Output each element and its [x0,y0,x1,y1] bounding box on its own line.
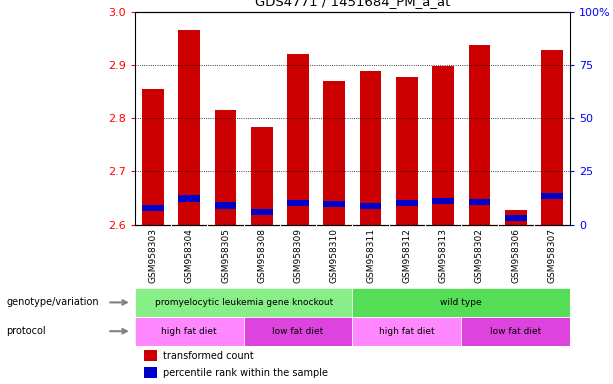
Bar [142,89,164,225]
Text: GSM958312: GSM958312 [402,228,411,283]
Text: GDS4771 / 1451684_PM_a_at: GDS4771 / 1451684_PM_a_at [255,0,450,8]
Bar [324,81,345,225]
Bar [352,288,570,317]
Text: GSM958308: GSM958308 [257,228,266,283]
Bar [251,209,273,215]
Text: GSM958307: GSM958307 [547,228,557,283]
Bar [468,199,490,205]
Bar [143,350,157,361]
Text: high fat diet: high fat diet [161,327,217,336]
Bar [143,367,157,378]
Bar [504,215,527,221]
Bar [504,210,527,225]
Text: GSM958305: GSM958305 [221,228,230,283]
Text: transformed count: transformed count [163,351,254,361]
Bar [468,45,490,225]
Bar [135,288,352,317]
Bar [215,110,237,225]
Text: high fat diet: high fat diet [379,327,435,336]
Text: low fat diet: low fat diet [272,327,324,336]
Bar [135,317,244,346]
Bar [396,200,417,206]
Bar [324,201,345,207]
Text: GSM958310: GSM958310 [330,228,339,283]
Text: low fat diet: low fat diet [490,327,541,336]
Text: GSM958311: GSM958311 [366,228,375,283]
Text: GSM958303: GSM958303 [148,228,158,283]
Bar [244,317,352,346]
Text: wild type: wild type [441,298,482,307]
Text: GSM958306: GSM958306 [511,228,520,283]
Bar [142,205,164,211]
Bar [287,54,309,225]
Text: percentile rank within the sample: percentile rank within the sample [163,368,328,378]
Text: protocol: protocol [6,326,46,336]
Bar [396,76,417,225]
Bar [215,202,237,209]
Bar [432,66,454,225]
Bar [178,30,200,225]
Bar [178,195,200,202]
Bar [461,317,570,346]
Bar [541,50,563,225]
Bar [541,193,563,199]
Text: promyelocytic leukemia gene knockout: promyelocytic leukemia gene knockout [154,298,333,307]
Bar [287,200,309,206]
Text: GSM958313: GSM958313 [439,228,447,283]
Text: genotype/variation: genotype/variation [6,297,99,308]
Text: GSM958302: GSM958302 [475,228,484,283]
Bar [360,203,381,209]
Bar [360,71,381,225]
Bar [432,198,454,204]
Bar [251,127,273,225]
Text: GSM958304: GSM958304 [185,228,194,283]
Text: GSM958309: GSM958309 [294,228,303,283]
Bar [352,317,461,346]
